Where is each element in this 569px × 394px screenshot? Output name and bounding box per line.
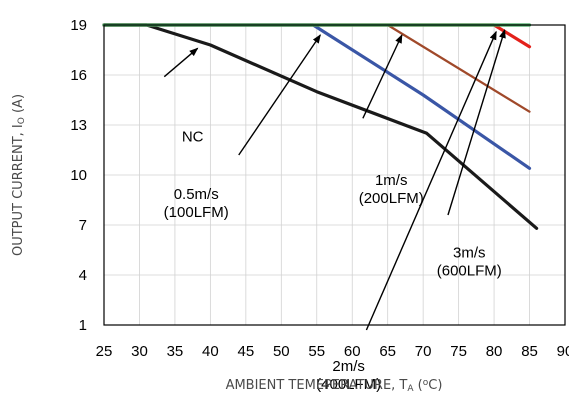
annotation-label: NC [182, 129, 204, 146]
x-tick-label: 55 [308, 343, 325, 360]
x-tick-label: 35 [167, 343, 184, 360]
y-tick-label: 13 [70, 117, 87, 134]
x-tick-label: 65 [379, 343, 396, 360]
x-tick-label: 70 [415, 343, 432, 360]
x-tick-label: 60 [344, 343, 361, 360]
annotations: NC 0.5m/s (100LFM) 1m/s (200LFM) 3m/s (600LFM)… [163, 29, 506, 393]
x-tick-label: 25 [96, 343, 113, 360]
y-tick-label: 1 [79, 317, 87, 334]
x-tick-label: 45 [238, 343, 255, 360]
y-tick-label: 10 [70, 167, 87, 184]
annotation-label: 3m/s (600LFM) [437, 245, 502, 280]
x-axis-title: AMBIENT TEMEPERATURE, TA (oC) [226, 378, 443, 394]
y-tick-label: 19 [70, 17, 87, 34]
y-tick-label: 16 [70, 67, 87, 84]
annotation-label: 1m/s (200LFM) [359, 172, 424, 207]
x-tick-label: 75 [450, 343, 467, 360]
annotation-arrow [365, 30, 497, 331]
annotation-arrow [163, 47, 199, 78]
annotation-label: 2m/s (400LFM) [316, 358, 381, 393]
annotation-arrow [362, 34, 403, 119]
x-tick-labels: 25 30 35 40 45 50 55 60 65 70 75 80 85 90 [96, 343, 569, 360]
grid [104, 25, 565, 325]
x-tick-label: 30 [131, 343, 148, 360]
x-tick-label: 90 [557, 343, 569, 360]
annotation-arrow [447, 29, 506, 216]
y-tick-label: 7 [79, 217, 87, 234]
annotation-label: 0.5m/s (100LFM) [164, 186, 229, 221]
x-tick-label: 50 [273, 343, 290, 360]
plot-frame [103, 24, 566, 326]
x-tick-label: 40 [202, 343, 219, 360]
y-tick-labels: 1 4 7 10 13 16 19 [70, 17, 87, 334]
y-axis-title: OUTPUT CURRENT, IO (A) [11, 94, 27, 256]
x-tick-label: 80 [486, 343, 503, 360]
annotation-arrow [238, 34, 321, 156]
x-tick-label: 85 [521, 343, 538, 360]
y-tick-label: 4 [79, 267, 87, 284]
